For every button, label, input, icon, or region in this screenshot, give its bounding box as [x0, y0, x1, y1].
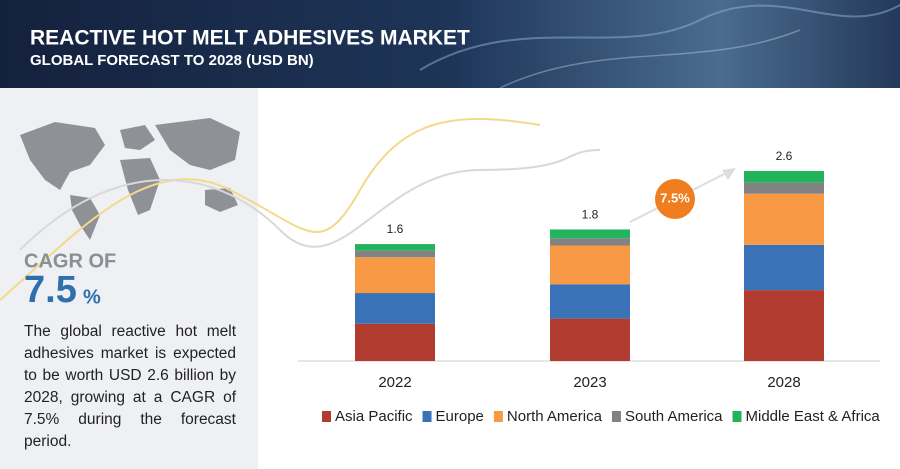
header-band [0, 0, 900, 88]
bar-segment [744, 182, 824, 194]
bar-segment [355, 293, 435, 324]
bar-segment [550, 318, 630, 361]
x-tick-label: 2023 [573, 374, 606, 391]
legend-swatch [611, 411, 621, 422]
bar-segment [744, 171, 824, 183]
bar-segment [355, 257, 435, 294]
legend-label: Europe [436, 408, 484, 425]
total-label: 1.6 [387, 222, 404, 236]
decor [19, 149, 601, 251]
cagr-bubble [655, 179, 695, 219]
bar-segment [744, 244, 824, 291]
legend-label: Asia Pacific [335, 408, 413, 425]
bar-segment [550, 229, 630, 239]
bar-segment [550, 284, 630, 319]
world-map [20, 118, 240, 240]
legend-swatch [493, 411, 503, 422]
bar-segment [744, 290, 824, 361]
cagr-unit: % [83, 286, 101, 308]
legend-swatch [322, 411, 331, 422]
bar-segment [744, 193, 824, 245]
legend-swatch [732, 411, 742, 422]
x-tick-label: 2022 [378, 374, 411, 391]
decor [419, 4, 900, 71]
decor [499, 29, 801, 89]
legend-swatch [422, 411, 432, 422]
legend-label: North America [507, 408, 603, 425]
bar-segment [550, 245, 630, 285]
cagr-label: CAGR OF [24, 250, 116, 272]
decor [0, 117, 541, 301]
subtitle: GLOBAL FORECAST TO 2028 (USD BN) [30, 52, 314, 69]
legend-label: South America [625, 408, 723, 425]
total-label: 1.8 [582, 208, 599, 222]
bar-segment [355, 323, 435, 361]
bar-segment [355, 250, 435, 258]
cagr-value: 7.5 [24, 269, 77, 311]
bar-segment [355, 244, 435, 251]
x-tick-label: 2028 [767, 374, 800, 391]
arrow-head [722, 168, 736, 180]
description: The global reactive hot melt adhesives m… [24, 323, 236, 450]
bar-segment [550, 238, 630, 246]
cagr-bubble-label: 7.5% [660, 190, 690, 205]
legend-label: Middle East & Africa [746, 408, 881, 425]
total-label: 2.6 [776, 149, 793, 163]
title: REACTIVE HOT MELT ADHESIVES MARKET [30, 27, 470, 50]
